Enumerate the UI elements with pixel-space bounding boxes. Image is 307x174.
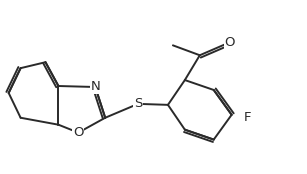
Text: F: F [244,111,251,124]
Text: O: O [224,36,235,49]
Text: S: S [134,97,142,110]
Text: O: O [73,126,84,139]
Text: N: N [90,81,100,93]
